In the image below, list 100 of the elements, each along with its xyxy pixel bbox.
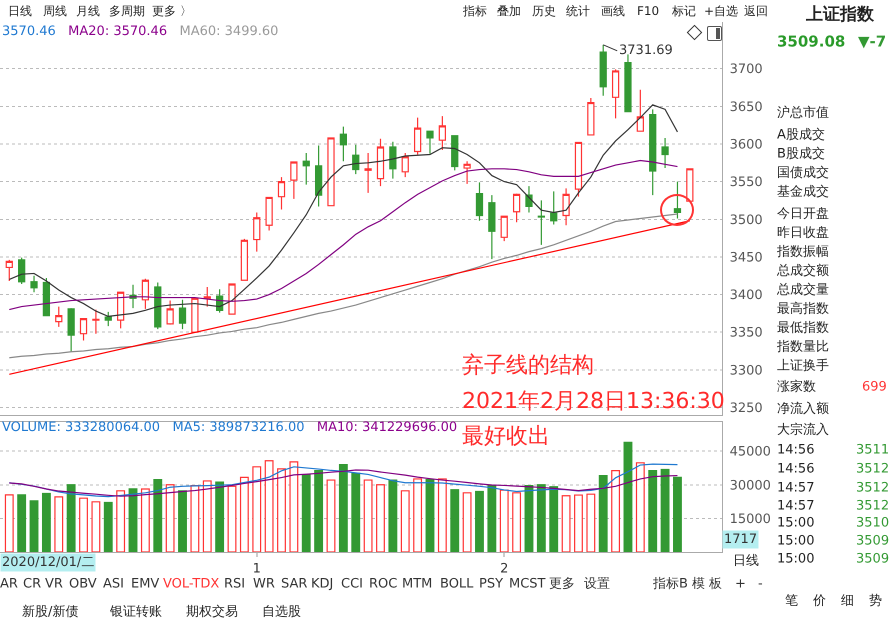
text: 历史 [532,4,556,18]
bar [104,502,113,552]
bar [648,470,658,552]
bar [636,462,645,552]
text: 基金成交 [777,184,829,200]
candlestick [488,194,496,260]
candlestick [204,286,211,308]
text: 多周期 [109,4,145,18]
bar [178,490,187,552]
bar [624,442,632,552]
candlestick [525,186,533,214]
bar [413,478,422,552]
candlestick [649,108,656,196]
text: AR [0,576,18,592]
text: 总成交量 [777,282,829,298]
y-tick-label: 15000 [730,512,771,527]
annotation: MA10: 341229696.00 [316,420,458,435]
line-series [8,469,678,497]
candlestick [117,292,124,330]
candlestick [142,278,150,310]
text: 指标B [653,576,688,592]
candlestick [302,152,310,186]
text: 昨日收盘 [777,226,829,240]
text: WR [253,576,275,592]
text: 指标 [463,4,487,18]
text: 国债成交 [777,166,829,180]
bar [338,464,348,552]
bar [277,468,286,552]
bar [30,500,38,552]
text: F10 [637,4,660,18]
text: 3510 [856,516,889,530]
annotation: 2021年2月28日13:36:30 [462,389,725,414]
text: 周线 [43,4,67,18]
text: BOLL [440,576,474,592]
text: MTM [402,576,432,592]
text: RSI [224,576,246,592]
bar [54,496,64,552]
text: 3509 [856,534,889,548]
bar [314,470,324,552]
candlestick [600,44,607,96]
text: 14:56 [777,462,814,476]
text: + [735,576,746,592]
candlestick [42,277,50,316]
candlestick [253,212,260,252]
candlestick [636,89,644,132]
y-tick-label: 3500 [730,212,763,228]
bar [228,486,236,552]
text: 银证转账 [110,604,162,620]
text: 期权交易 [186,604,238,620]
text: VOL-TDX [163,576,220,592]
bar [438,478,447,552]
y-tick-label: 3550 [730,175,763,190]
bar [264,460,274,552]
bar [388,479,398,552]
bar [598,474,608,552]
text: VR [45,576,63,592]
text: 14:57 [777,480,814,496]
candlestick [686,168,694,202]
candlestick [414,117,422,156]
bar [462,492,472,552]
bar [475,490,484,552]
bar [351,472,360,552]
candlestick [512,193,520,223]
text: 价 [813,594,826,608]
bar [17,494,26,552]
candlestick [265,196,273,232]
y-tick-label: 3450 [730,250,763,266]
text: 3509 [856,552,889,566]
candlestick [166,300,174,326]
text: 2020/12/01/二 [2,555,94,570]
annotation: MA20: 3570.46 [68,24,168,39]
bar [574,494,583,552]
bar [586,494,596,552]
bar [252,466,262,552]
candlestick [376,138,384,187]
text: MCST [509,576,546,592]
candlestick [402,152,409,178]
annotation: MA5: 389873216.00 [172,420,304,435]
bar [116,490,126,552]
text: 今日开盘 [777,206,829,222]
text: EMV [131,576,160,592]
candlestick [550,190,558,226]
annotation: MA60: 3499.60 [180,24,278,39]
bar [215,481,224,552]
candlestick [154,282,162,330]
text: 统计 [566,4,590,18]
bar [91,501,100,552]
candlestick [661,137,669,169]
x-tick-label: 1 [252,562,261,577]
bar [42,492,51,552]
text: 日线 [733,554,759,568]
line-series [8,104,678,317]
text: 指数量比 [777,340,829,354]
candlestick [426,130,434,154]
text: 15:00 [777,552,814,566]
candlestick [674,181,682,220]
annotation: 3731.69 [619,43,673,58]
text: 更多 〉 [152,4,192,18]
text: 模 板 [692,576,722,592]
y-tick-label: 3700 [730,62,763,78]
